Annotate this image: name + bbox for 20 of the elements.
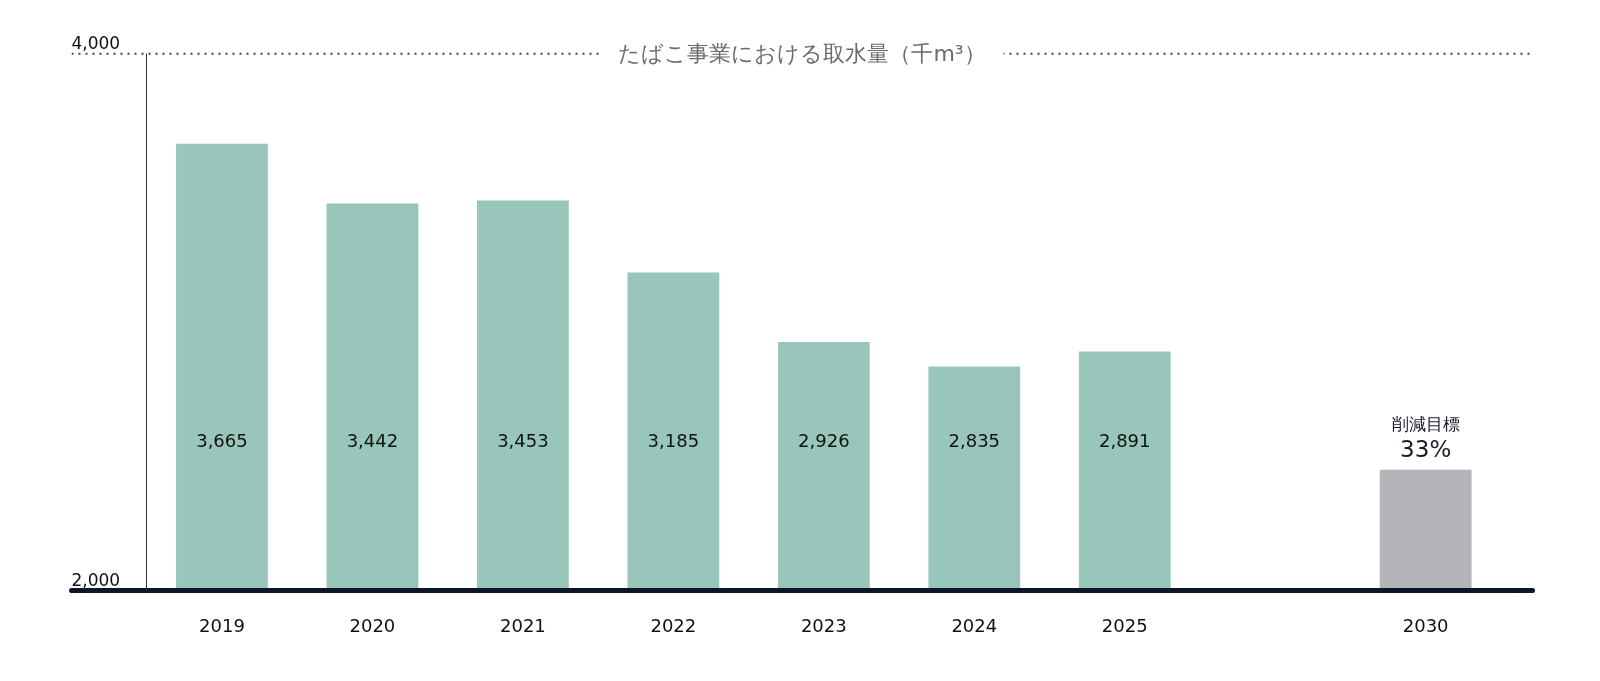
- x-tick-label: 2023: [800, 614, 847, 636]
- data-label: 3,442: [346, 429, 399, 451]
- chart-title: たばこ事業における取水量（千m³）: [618, 41, 986, 67]
- x-tick-label: 2019: [199, 614, 245, 636]
- annotation: 33%: [1400, 435, 1452, 462]
- data-label: 2,835: [948, 429, 1001, 451]
- x-tick-label: 2030: [1402, 614, 1449, 636]
- x-tick-label: 2020: [349, 614, 396, 636]
- x-tick-label: 2025: [1101, 614, 1148, 636]
- annotation: 削減目標: [1391, 413, 1460, 434]
- data-label: 2,926: [798, 429, 850, 451]
- data-label: 3,185: [647, 429, 700, 451]
- x-tick-label: 2024: [951, 614, 998, 636]
- x-tick-label: 2021: [499, 614, 546, 636]
- y-tick-label: 4,000: [71, 32, 121, 53]
- data-label: 2,891: [1098, 429, 1151, 451]
- x-tick-label: 2022: [650, 614, 697, 636]
- data-label: 3,665: [196, 429, 248, 451]
- data-label: 3,453: [497, 429, 549, 451]
- y-tick-label: 2,000: [71, 569, 121, 590]
